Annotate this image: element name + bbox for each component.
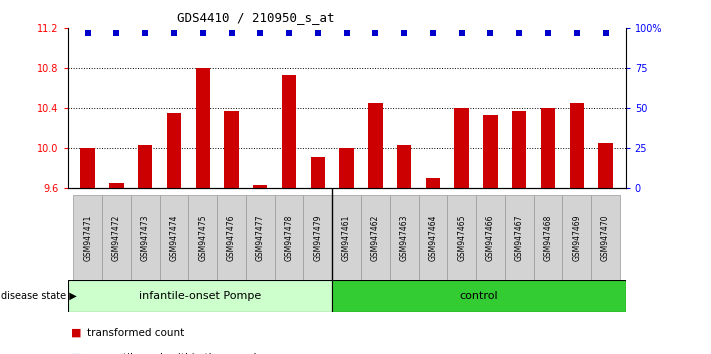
Bar (447, 195, 476, 280)
Text: GSM947469: GSM947469 (572, 214, 582, 261)
Point (82, 30, 93, 36)
Text: GSM947472: GSM947472 (112, 214, 121, 261)
Bar (304, 195, 332, 280)
Text: ■: ■ (71, 328, 82, 338)
Text: GSM947463: GSM947463 (400, 214, 409, 261)
Text: GSM947464: GSM947464 (429, 214, 437, 261)
Bar (505, 195, 534, 280)
Point (197, 30, 208, 36)
Text: GSM947470: GSM947470 (601, 214, 610, 261)
Bar (368, 103, 383, 188)
Bar (274, 195, 304, 280)
Text: transformed count: transformed count (87, 328, 184, 338)
Bar (311, 157, 325, 188)
Bar (68, 280, 332, 312)
Point (255, 30, 266, 36)
Point (341, 30, 353, 36)
Point (139, 30, 151, 36)
Bar (361, 195, 390, 280)
Point (111, 30, 122, 36)
Text: GSM947474: GSM947474 (169, 214, 178, 261)
Text: GSM947476: GSM947476 (227, 214, 236, 261)
Text: infantile-onset Pompe: infantile-onset Pompe (139, 291, 261, 301)
Text: GSM947465: GSM947465 (457, 214, 466, 261)
Bar (397, 145, 412, 188)
Bar (512, 111, 526, 188)
Bar (80, 148, 95, 188)
Bar (419, 195, 447, 280)
Text: GSM947468: GSM947468 (543, 214, 552, 261)
Point (226, 30, 237, 36)
Bar (246, 195, 274, 280)
Text: GSM947466: GSM947466 (486, 214, 495, 261)
Text: GSM947473: GSM947473 (141, 214, 150, 261)
Bar (570, 103, 584, 188)
Text: GSM947471: GSM947471 (83, 214, 92, 261)
Bar (188, 195, 217, 280)
Bar (541, 108, 555, 188)
Text: disease state ▶: disease state ▶ (1, 291, 77, 301)
Text: GSM947461: GSM947461 (342, 214, 351, 261)
Point (312, 30, 324, 36)
Bar (138, 145, 152, 188)
Point (427, 30, 439, 36)
Bar (167, 113, 181, 188)
Bar (225, 111, 239, 188)
Bar (332, 280, 626, 312)
Bar (159, 195, 188, 280)
Bar (534, 195, 562, 280)
Bar (390, 195, 419, 280)
Point (284, 30, 295, 36)
Bar (332, 195, 361, 280)
Point (513, 30, 525, 36)
Bar (102, 195, 131, 280)
Text: control: control (459, 291, 498, 301)
Text: GSM947477: GSM947477 (256, 214, 264, 261)
Point (169, 30, 180, 36)
Point (370, 30, 381, 36)
Text: ■: ■ (71, 353, 82, 354)
Text: GSM947478: GSM947478 (284, 214, 294, 261)
Text: GSM947479: GSM947479 (314, 214, 322, 261)
Point (485, 30, 496, 36)
Bar (131, 195, 159, 280)
Bar (476, 195, 505, 280)
Bar (599, 143, 613, 188)
Bar (253, 185, 267, 188)
Text: GDS4410 / 210950_s_at: GDS4410 / 210950_s_at (177, 11, 335, 24)
Bar (109, 183, 124, 188)
Bar (426, 178, 440, 188)
Text: GSM947462: GSM947462 (371, 214, 380, 261)
Bar (339, 148, 354, 188)
Point (456, 30, 467, 36)
Bar (483, 115, 498, 188)
Bar (562, 195, 591, 280)
Text: GSM947467: GSM947467 (515, 214, 524, 261)
Bar (591, 195, 620, 280)
Bar (217, 195, 246, 280)
Bar (196, 68, 210, 188)
Text: percentile rank within the sample: percentile rank within the sample (87, 353, 262, 354)
Point (600, 30, 611, 36)
Point (398, 30, 410, 36)
Bar (282, 75, 296, 188)
Bar (454, 108, 469, 188)
Point (571, 30, 582, 36)
Point (542, 30, 554, 36)
Text: GSM947475: GSM947475 (198, 214, 208, 261)
Bar (73, 195, 102, 280)
